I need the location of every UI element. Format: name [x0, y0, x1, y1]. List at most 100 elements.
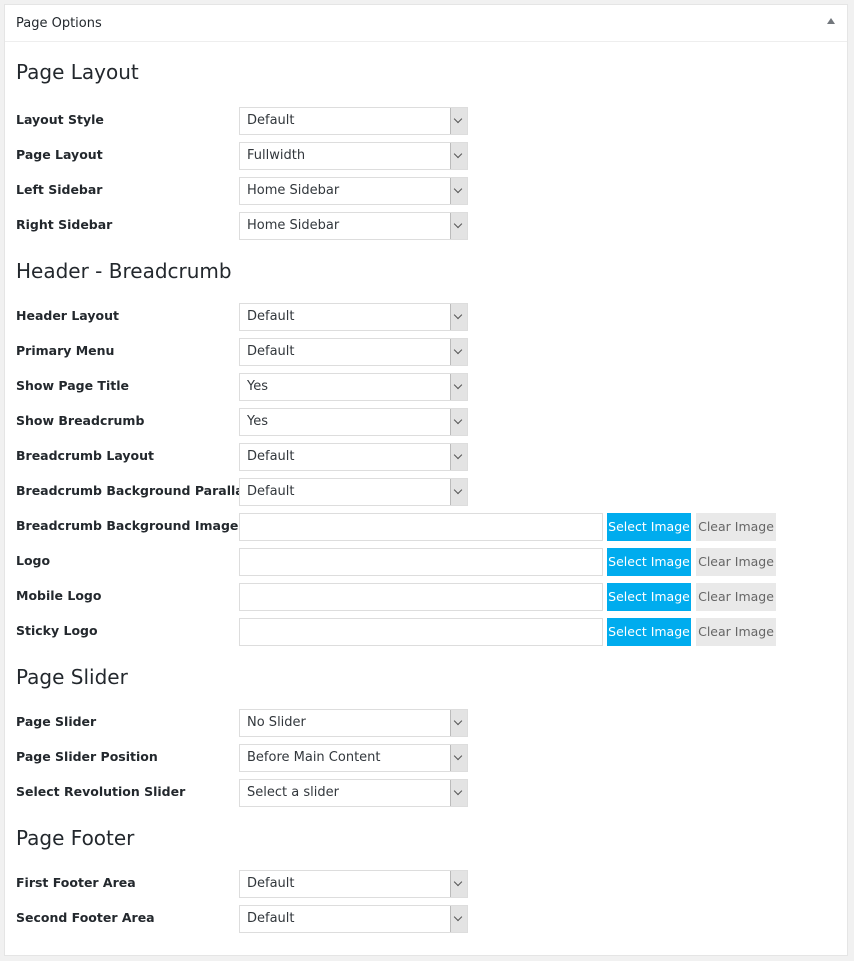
breadcrumb-background-parallax-select[interactable]: Default [239, 478, 468, 506]
field-label: Page Slider Position [16, 749, 158, 764]
select-value: Yes [247, 414, 268, 429]
chevron-down-icon[interactable] [450, 143, 467, 169]
section-page-footer: Page Footer First Footer Area Default Secon… [5, 810, 847, 936]
select-value: Default [247, 484, 295, 499]
field-label: Show Breadcrumb [16, 413, 145, 428]
field-row-select-revolution-slider: Select Revolution Slider Select a slider [5, 775, 847, 810]
field-row-show-page-title: Show Page Title Yes [5, 369, 847, 404]
select-value: Default [247, 911, 295, 926]
first-footer-area-select[interactable]: Default [239, 870, 468, 898]
field-label: Page Layout [16, 147, 103, 162]
select-value: Default [247, 449, 295, 464]
field-row-second-footer-area: Second Footer Area Default [5, 901, 847, 936]
field-label: Right Sidebar [16, 217, 113, 232]
field-label: Sticky Logo [16, 623, 98, 638]
field-row-breadcrumb-background-parallax: Breadcrumb Background Parallax Default [5, 474, 847, 509]
chevron-down-icon[interactable] [450, 304, 467, 330]
field-row-first-footer-area: First Footer Area Default [5, 866, 847, 901]
section-title: Page Footer [16, 826, 135, 850]
select-value: Before Main Content [247, 750, 381, 765]
collapse-toggle-icon[interactable] [827, 18, 835, 24]
select-image-button[interactable]: Select Image [607, 513, 691, 541]
page-slider-select[interactable]: No Slider [239, 709, 468, 737]
field-row-breadcrumb-background-image: Breadcrumb Background Image Select Image C… [5, 509, 847, 544]
field-label: Select Revolution Slider [16, 784, 186, 799]
sticky-logo-url-input[interactable] [239, 618, 603, 646]
chevron-down-icon[interactable] [450, 108, 467, 134]
field-label: Layout Style [16, 112, 104, 127]
select-revolution-slider-select[interactable]: Select a slider [239, 779, 468, 807]
field-label: Page Slider [16, 714, 97, 729]
logo-url-input[interactable] [239, 548, 603, 576]
field-row-page-slider: Page Slider No Slider [5, 705, 847, 740]
field-row-page-layout: Page Layout Fullwidth [5, 138, 847, 173]
field-label: Header Layout [16, 308, 119, 323]
clear-image-button[interactable]: Clear Image [696, 548, 776, 576]
field-label: Mobile Logo [16, 588, 102, 603]
chevron-down-icon[interactable] [450, 178, 467, 204]
layout-style-select[interactable]: Default [239, 107, 468, 135]
select-value: Fullwidth [247, 148, 306, 163]
second-footer-area-select[interactable]: Default [239, 905, 468, 933]
field-row-sticky-logo: Sticky Logo Select Image Clear Image [5, 614, 847, 649]
field-row-mobile-logo: Mobile Logo Select Image Clear Image [5, 579, 847, 614]
field-label: Breadcrumb Background Parallax [16, 483, 252, 498]
field-row-primary-menu: Primary Menu Default [5, 334, 847, 369]
chevron-down-icon[interactable] [450, 444, 467, 470]
mobile-logo-url-input[interactable] [239, 583, 603, 611]
section-header-breadcrumb: Header - Breadcrumb Header Layout Default P… [5, 243, 847, 649]
select-value: No Slider [247, 715, 306, 730]
clear-image-button[interactable]: Clear Image [696, 513, 776, 541]
field-row-layout-style: Layout Style Default [5, 103, 847, 138]
select-image-button[interactable]: Select Image [607, 583, 691, 611]
breadcrumb-layout-select[interactable]: Default [239, 443, 468, 471]
field-label: Breadcrumb Background Image [16, 518, 239, 533]
field-row-header-layout: Header Layout Default [5, 299, 847, 334]
clear-image-button[interactable]: Clear Image [696, 618, 776, 646]
header-layout-select[interactable]: Default [239, 303, 468, 331]
field-row-logo: Logo Select Image Clear Image [5, 544, 847, 579]
chevron-down-icon[interactable] [450, 479, 467, 505]
section-title: Header - Breadcrumb [16, 259, 232, 283]
primary-menu-select[interactable]: Default [239, 338, 468, 366]
select-value: Default [247, 344, 295, 359]
panel-body: Page Layout Layout Style Default Page Layou… [5, 42, 847, 936]
chevron-down-icon[interactable] [450, 710, 467, 736]
field-label: Breadcrumb Layout [16, 448, 154, 463]
field-row-show-breadcrumb: Show Breadcrumb Yes [5, 404, 847, 439]
page-slider-position-select[interactable]: Before Main Content [239, 744, 468, 772]
clear-image-button[interactable]: Clear Image [696, 583, 776, 611]
right-sidebar-select[interactable]: Home Sidebar [239, 212, 468, 240]
field-row-page-slider-position: Page Slider Position Before Main Content [5, 740, 847, 775]
chevron-down-icon[interactable] [450, 780, 467, 806]
field-label: Primary Menu [16, 343, 115, 358]
section-page-slider: Page Slider Page Slider No Slider Page Slid… [5, 649, 847, 810]
chevron-down-icon[interactable] [450, 906, 467, 932]
chevron-down-icon[interactable] [450, 745, 467, 771]
section-title: Page Layout [16, 60, 139, 84]
breadcrumb-background-image-url-input[interactable] [239, 513, 603, 541]
page-options-panel: Page Options Page Layout Layout Style Defa… [4, 4, 848, 956]
show-page-title-select[interactable]: Yes [239, 373, 468, 401]
field-label: Second Footer Area [16, 910, 155, 925]
select-value: Default [247, 113, 295, 128]
field-label: Left Sidebar [16, 182, 103, 197]
select-value: Select a slider [247, 785, 339, 800]
select-value: Default [247, 309, 295, 324]
field-label: Show Page Title [16, 378, 129, 393]
page-layout-select[interactable]: Fullwidth [239, 142, 468, 170]
chevron-down-icon[interactable] [450, 213, 467, 239]
select-image-button[interactable]: Select Image [607, 618, 691, 646]
left-sidebar-select[interactable]: Home Sidebar [239, 177, 468, 205]
select-image-button[interactable]: Select Image [607, 548, 691, 576]
field-row-right-sidebar: Right Sidebar Home Sidebar [5, 208, 847, 243]
show-breadcrumb-select[interactable]: Yes [239, 408, 468, 436]
chevron-down-icon[interactable] [450, 409, 467, 435]
panel-header[interactable]: Page Options [5, 5, 847, 42]
chevron-down-icon[interactable] [450, 871, 467, 897]
field-label: First Footer Area [16, 875, 136, 890]
chevron-down-icon[interactable] [450, 374, 467, 400]
chevron-down-icon[interactable] [450, 339, 467, 365]
panel-title: Page Options [16, 16, 102, 31]
field-label: Logo [16, 553, 51, 568]
